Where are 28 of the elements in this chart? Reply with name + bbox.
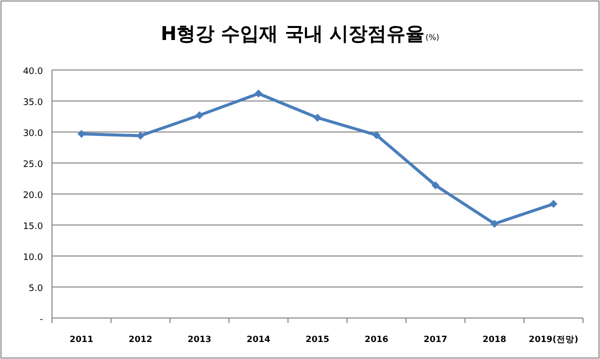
y-tick-label: 5.0 [28,284,44,294]
chart-title: H형강 수입재 국내 시장점유율 [160,23,424,45]
x-tick-label: 2017 [424,335,448,345]
point [432,181,440,190]
point [490,220,498,228]
y-tick-label: 20.0 [22,191,44,201]
x-tick-label: 2015 [306,335,330,345]
point [196,111,204,120]
point [314,114,322,122]
x-tick-label: 2014 [246,335,270,345]
y-tick-label: 35.0 [22,98,44,108]
y-tick-label: 30.0 [22,129,44,139]
y-axis-title: (%) [425,33,440,42]
x-tick-label: 2019(전망) [528,335,578,345]
x-tick-label: 2012 [128,335,152,345]
y-tick-label: 10.0 [22,253,44,263]
point [372,131,380,140]
point [136,132,144,140]
y-tick-label: 15.0 [22,222,44,232]
point [550,200,558,208]
x-tick-label: 2013 [188,335,212,345]
y-tick-label: 25.0 [22,160,44,170]
x-tick-label: 2018 [482,335,506,345]
point [254,90,262,98]
x-tick-label: 2011 [70,335,94,345]
y-tick-label: - [40,315,43,325]
y-tick-label: 40.0 [22,67,44,77]
x-tick-label: 2016 [364,335,388,345]
